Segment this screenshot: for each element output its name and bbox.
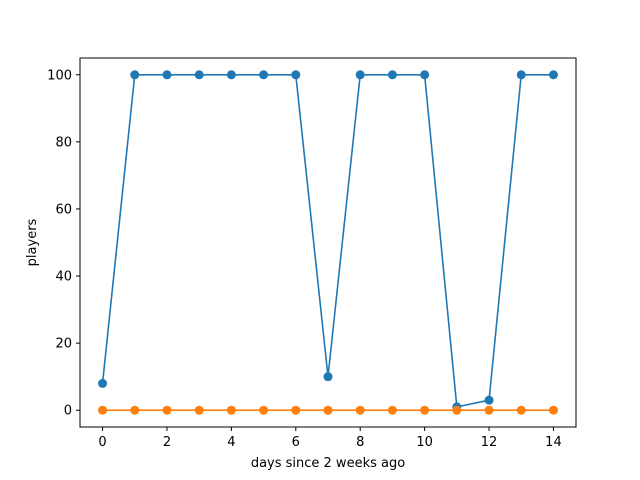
series-2-point <box>420 405 430 415</box>
x-tick-label: 0 <box>98 435 106 450</box>
series-2-point <box>548 405 558 415</box>
series-1-point <box>387 70 397 80</box>
x-tick-label: 6 <box>292 435 300 450</box>
series-2-point <box>355 405 365 415</box>
y-tick-label: 40 <box>55 270 72 285</box>
x-tick-label: 2 <box>163 435 171 450</box>
x-tick-label: 4 <box>227 435 235 450</box>
series-1-point <box>194 70 204 80</box>
series-1-point <box>548 70 558 80</box>
series-2-point <box>162 405 172 415</box>
series-2-point <box>130 405 140 415</box>
series-1-point <box>323 372 333 382</box>
series-2-point <box>516 405 526 415</box>
series-1-point <box>355 70 365 80</box>
y-tick-label: 60 <box>55 202 72 217</box>
series-2-point <box>291 405 301 415</box>
series-1-point <box>291 70 301 80</box>
series-2-point <box>323 405 333 415</box>
y-tick-label: 80 <box>55 135 72 150</box>
x-tick-label: 14 <box>545 435 562 450</box>
y-tick-label: 0 <box>64 404 72 419</box>
series-2-point <box>194 405 204 415</box>
series-2-point <box>226 405 236 415</box>
plot-frame <box>79 57 577 428</box>
series-2-point <box>452 405 462 415</box>
series-1-point <box>420 70 430 80</box>
x-tick-label: 10 <box>416 435 433 450</box>
series-1-point <box>259 70 269 80</box>
series-1-point <box>516 70 526 80</box>
series-layer <box>98 70 558 415</box>
series-2-point <box>387 405 397 415</box>
series-2-point <box>259 405 269 415</box>
y-tick-label: 100 <box>47 68 72 83</box>
y-tick-label: 20 <box>55 337 72 352</box>
series-1-point <box>226 70 236 80</box>
x-axis-label: days since 2 weeks ago <box>251 456 405 471</box>
x-tick-label: 12 <box>481 435 498 450</box>
series-1-point <box>98 378 108 388</box>
series-1-point <box>484 395 494 405</box>
ticks-layer: 0 2 4 6 8 10 12 14 0 20 40 60 80 100 <box>47 68 562 450</box>
y-axis-label: players <box>25 218 40 266</box>
series-1-point <box>162 70 172 80</box>
series-1-point <box>130 70 140 80</box>
series-2-point <box>98 405 108 415</box>
series-2-point <box>484 405 494 415</box>
x-tick-label: 8 <box>356 435 364 450</box>
